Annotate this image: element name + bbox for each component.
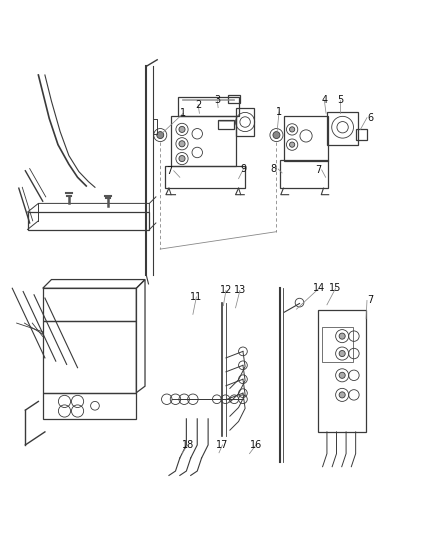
Text: 2: 2 — [195, 100, 201, 110]
Circle shape — [179, 156, 185, 161]
Circle shape — [339, 351, 345, 357]
Text: 12: 12 — [220, 286, 232, 295]
Text: 18: 18 — [181, 440, 194, 450]
Text: 16: 16 — [250, 440, 262, 450]
Text: 1: 1 — [276, 107, 282, 117]
Circle shape — [157, 132, 164, 139]
Text: 1: 1 — [180, 108, 187, 118]
Text: 7: 7 — [367, 295, 374, 305]
Circle shape — [339, 392, 345, 398]
Text: 5: 5 — [337, 95, 343, 105]
Circle shape — [290, 127, 295, 132]
Circle shape — [290, 142, 295, 147]
Text: 7: 7 — [315, 165, 321, 175]
Circle shape — [339, 372, 345, 378]
Text: 15: 15 — [329, 283, 342, 293]
Circle shape — [273, 132, 280, 139]
Text: 11: 11 — [190, 292, 202, 302]
Circle shape — [179, 126, 185, 133]
Text: 4: 4 — [321, 95, 327, 105]
Text: 7: 7 — [166, 166, 173, 176]
Text: 13: 13 — [234, 286, 246, 295]
Circle shape — [339, 333, 345, 339]
Circle shape — [179, 141, 185, 147]
Text: 17: 17 — [216, 440, 229, 450]
Text: 3: 3 — [214, 95, 220, 105]
Text: 6: 6 — [367, 112, 374, 123]
Text: 14: 14 — [313, 283, 325, 293]
Text: 8: 8 — [271, 164, 277, 174]
Text: 9: 9 — [240, 164, 247, 174]
